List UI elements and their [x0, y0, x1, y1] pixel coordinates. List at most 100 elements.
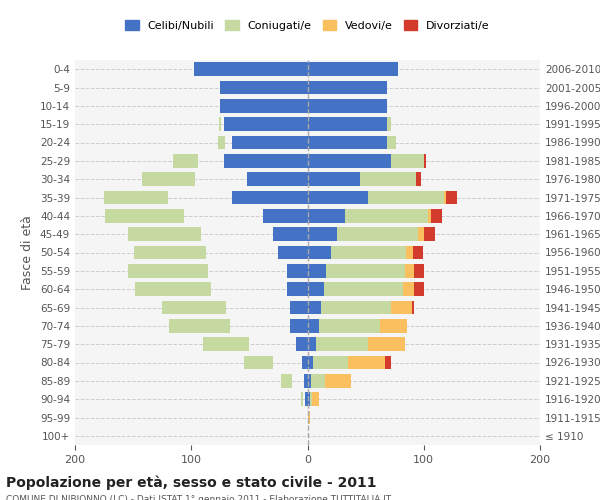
Bar [312, 392, 319, 406]
Bar [203, 264, 205, 278]
Bar [386, 118, 391, 131]
Bar [418, 228, 424, 241]
Text: COMUNE DI NIBIONNO (LC) - Dati ISTAT 1° gennaio 2011 - Elaborazione TUTTITALIA.I: COMUNE DI NIBIONNO (LC) - Dati ISTAT 1° … [6, 495, 391, 500]
Bar [348, 356, 385, 370]
Bar [368, 338, 405, 351]
Bar [428, 209, 431, 222]
Bar [134, 246, 206, 260]
Bar [302, 356, 308, 370]
Bar [308, 392, 310, 406]
Bar [158, 209, 170, 222]
Bar [232, 190, 308, 204]
Bar [272, 228, 308, 241]
Bar [194, 62, 308, 76]
Bar [206, 282, 209, 296]
Bar [308, 410, 310, 424]
Bar [403, 282, 415, 296]
Legend: Celibi/Nubili, Coniugati/e, Vedovi/e, Divorziati/e: Celibi/Nubili, Coniugati/e, Vedovi/e, Di… [121, 16, 494, 35]
Bar [232, 136, 308, 149]
Bar [179, 209, 182, 222]
Bar [308, 209, 344, 222]
Bar [224, 118, 308, 131]
Bar [368, 190, 443, 204]
Bar [175, 228, 187, 241]
Bar [142, 190, 154, 204]
Bar [415, 264, 424, 278]
Bar [308, 80, 386, 94]
Bar [193, 246, 198, 260]
Y-axis label: Fasce di età: Fasce di età [22, 215, 34, 290]
Bar [386, 136, 396, 149]
Bar [215, 319, 223, 332]
Bar [235, 338, 242, 351]
Bar [287, 264, 308, 278]
Bar [308, 136, 386, 149]
Bar [173, 154, 198, 168]
Bar [169, 319, 230, 332]
Bar [220, 99, 308, 112]
Bar [287, 282, 308, 296]
Bar [344, 209, 428, 222]
Bar [308, 264, 326, 278]
Bar [308, 282, 324, 296]
Bar [278, 246, 308, 260]
Bar [136, 282, 211, 296]
Bar [391, 154, 424, 168]
Bar [416, 172, 421, 186]
Bar [308, 374, 311, 388]
Bar [305, 392, 308, 406]
Bar [308, 319, 319, 332]
Bar [202, 246, 204, 260]
Bar [331, 246, 406, 260]
Bar [308, 190, 368, 204]
Bar [424, 154, 426, 168]
Bar [415, 282, 424, 296]
Bar [220, 80, 308, 94]
Bar [360, 172, 416, 186]
Bar [187, 154, 193, 168]
Bar [263, 209, 308, 222]
Bar [221, 300, 224, 314]
Bar [310, 392, 312, 406]
Bar [105, 209, 184, 222]
Bar [261, 356, 267, 370]
Bar [308, 246, 331, 260]
Bar [308, 228, 337, 241]
Bar [405, 264, 415, 278]
Bar [212, 300, 218, 314]
Bar [319, 319, 380, 332]
Bar [183, 172, 189, 186]
Bar [406, 246, 413, 260]
Bar [304, 374, 308, 388]
Bar [380, 319, 407, 332]
Bar [308, 62, 398, 76]
Bar [413, 246, 422, 260]
Bar [431, 209, 442, 222]
Bar [290, 319, 308, 332]
Bar [311, 374, 325, 388]
Bar [316, 338, 368, 351]
Bar [308, 172, 360, 186]
Bar [308, 154, 391, 168]
Bar [196, 228, 198, 241]
Text: Popolazione per età, sesso e stato civile - 2011: Popolazione per età, sesso e stato civil… [6, 475, 377, 490]
Bar [162, 300, 226, 314]
Bar [163, 190, 166, 204]
Bar [224, 154, 308, 168]
Bar [308, 300, 322, 314]
Bar [219, 118, 221, 131]
Bar [308, 356, 313, 370]
Bar [412, 300, 415, 314]
Bar [324, 282, 403, 296]
Bar [308, 338, 316, 351]
Bar [385, 356, 391, 370]
Bar [391, 300, 412, 314]
Bar [446, 190, 457, 204]
Bar [301, 392, 303, 406]
Bar [128, 228, 200, 241]
Bar [128, 264, 208, 278]
Bar [296, 338, 308, 351]
Bar [104, 190, 168, 204]
Bar [313, 356, 348, 370]
Bar [244, 356, 272, 370]
